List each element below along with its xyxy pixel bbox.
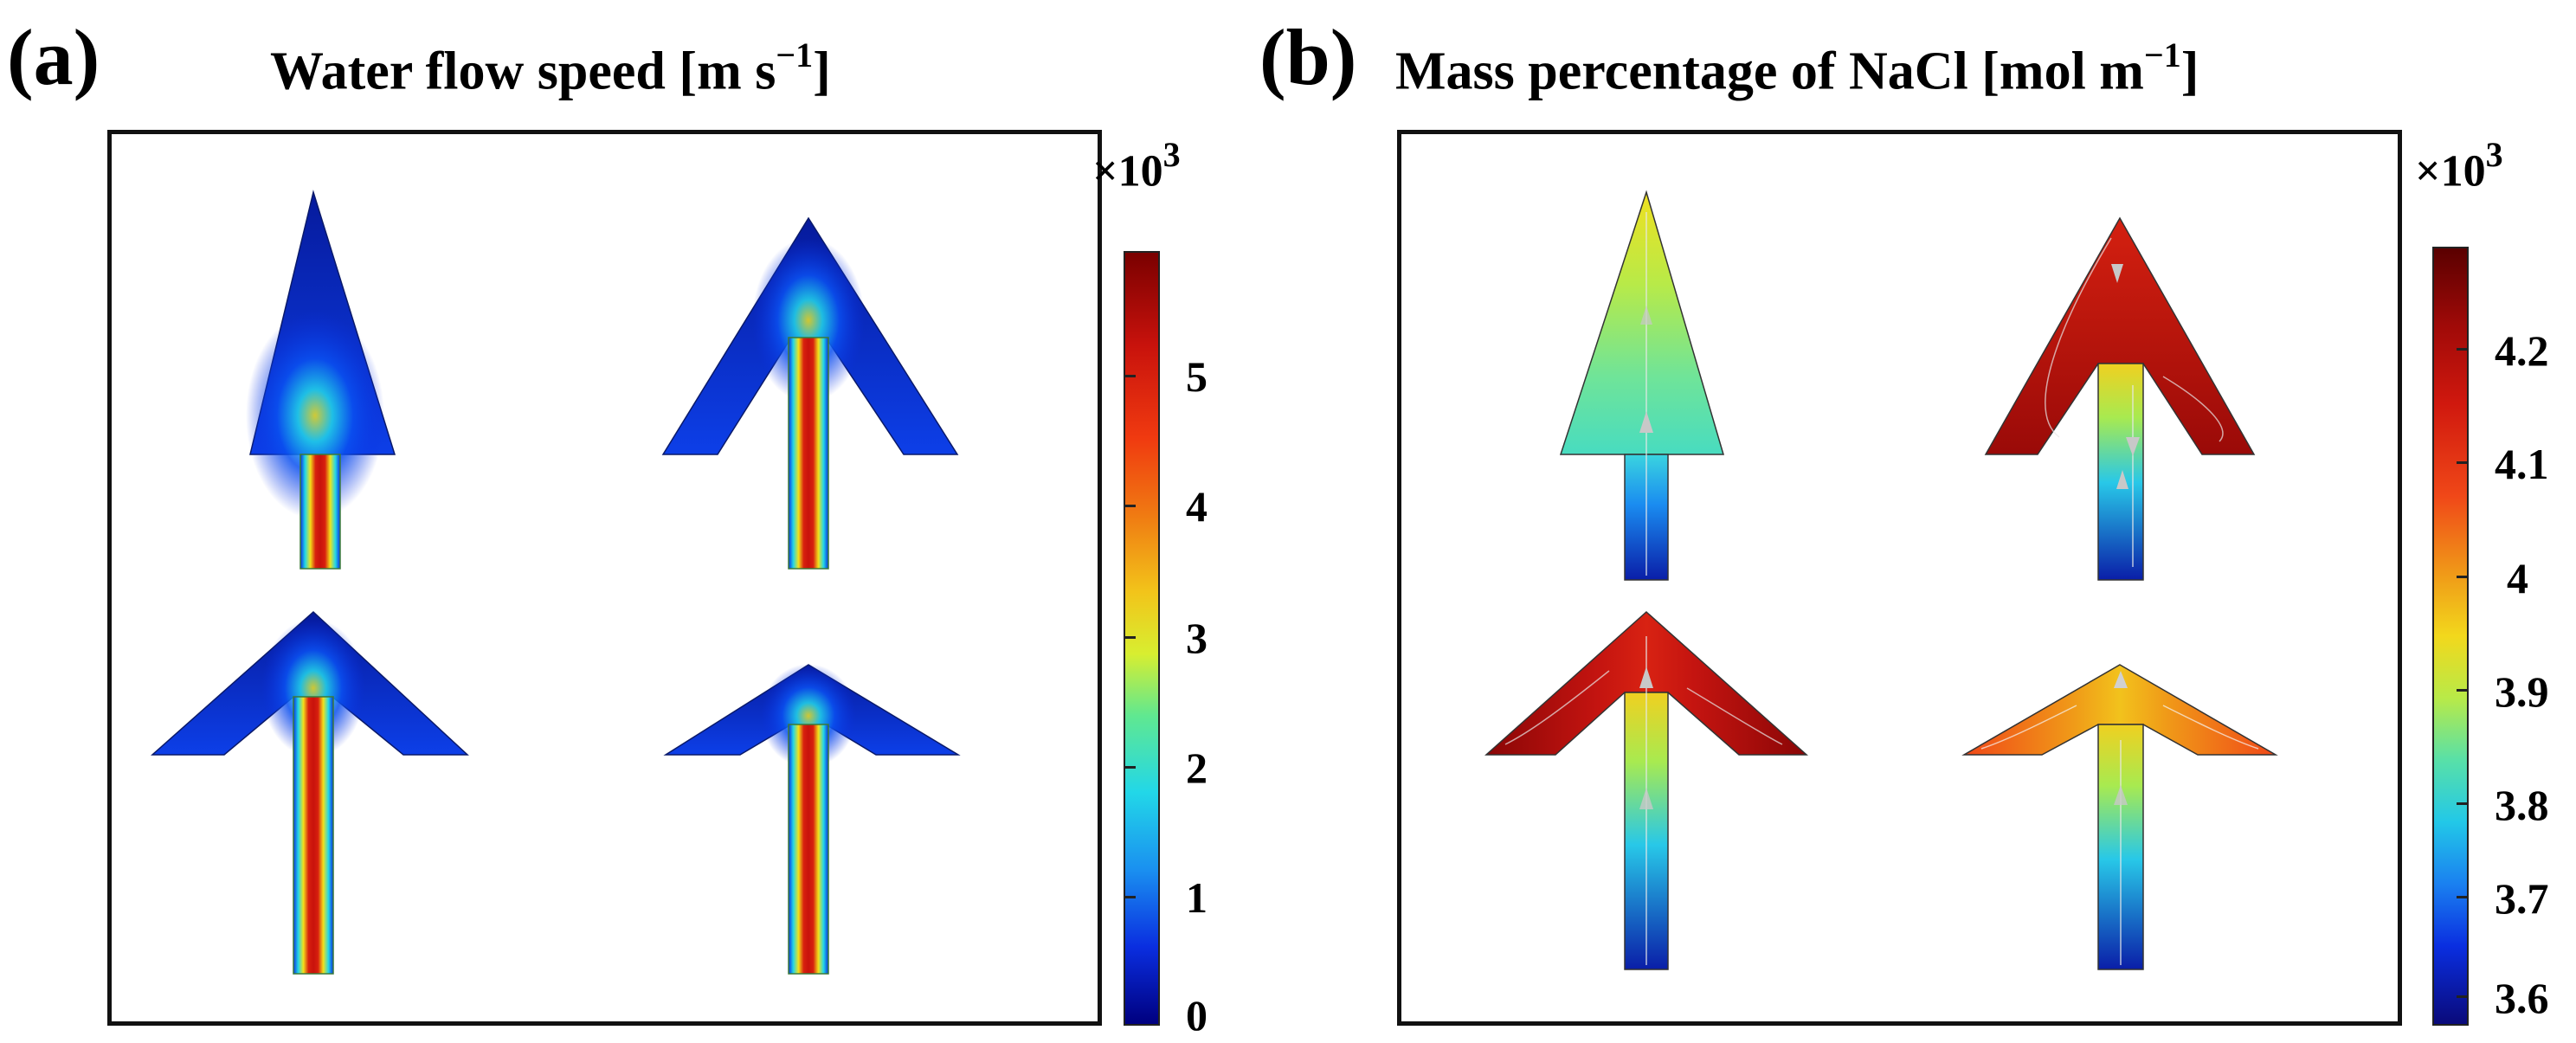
panel-a-title-text: Water flow speed [m s (270, 42, 776, 101)
panel-b-shape-4 (1961, 664, 2278, 970)
panel-a-shape-2 (661, 216, 959, 570)
panel-b-tick-4.2 (2457, 348, 2469, 351)
panel-b-title-text: Mass percentage of NaCl [mol m (1395, 42, 2144, 101)
panel-a-shape-3 (151, 610, 469, 975)
panel-b-tick-label-4: 4 (2507, 554, 2528, 602)
panel-b-concentration-simulation (1484, 190, 2278, 970)
panel-b-tick-label-3.6: 3.6 (2495, 974, 2549, 1022)
panel-b-title-exponent: −1 (2143, 35, 2181, 74)
panel-a-title-close: ] (813, 42, 831, 101)
panel-a-tick-2 (1124, 766, 1136, 769)
panel-b-tick-label-3.7: 3.7 (2495, 874, 2549, 923)
panel-b-multiplier-exp: 3 (2485, 135, 2503, 174)
panel-b-tick-3.9 (2457, 689, 2469, 692)
panel-b-tick-4.1 (2457, 461, 2469, 464)
panel-a-tick-3 (1124, 636, 1136, 639)
panel-a-tick-label-5: 5 (1186, 352, 1208, 401)
panel-b-tick-label-4.1: 4.1 (2495, 440, 2549, 488)
panel-a-letter: (a) (7, 13, 100, 101)
panel-a-flow-simulation (151, 190, 961, 975)
panel-b-tick-4 (2457, 576, 2469, 578)
panel-b-tick-label-3.8: 3.8 (2495, 781, 2549, 829)
panel-a-tick-label-0: 0 (1186, 991, 1208, 1040)
panel-b-plot-frame (1397, 130, 2402, 1026)
panel-a-tick-1 (1124, 896, 1136, 898)
panel-b-colorbar (2432, 247, 2469, 1026)
panel-b-shape-3 (1484, 610, 1808, 970)
panel-a-multiplier-exp: 3 (1162, 135, 1181, 174)
panel-a-tick-label-4: 4 (1186, 482, 1208, 531)
panel-a-plot-frame (107, 130, 1102, 1026)
panel-b-tick-label-3.9: 3.9 (2495, 667, 2549, 716)
panel-a-colorbar-multiplier: ×103 (1092, 138, 1181, 196)
panel-b-tick-label-4.2: 4.2 (2495, 326, 2549, 375)
panel-a-shape-1 (246, 190, 396, 570)
panel-b-tick-3.6 (2457, 995, 2469, 998)
panel-b-shape-1 (1559, 190, 1725, 581)
panel-b-letter: (b) (1259, 13, 1357, 101)
panel-a-shape-4 (663, 664, 961, 975)
panel-b-multiplier-base: ×10 (2415, 146, 2486, 196)
panel-b-tick-3.8 (2457, 802, 2469, 805)
panel-a-tick-label-2: 2 (1186, 744, 1208, 792)
panel-a-title-exponent: −1 (776, 35, 814, 74)
panel-a-tick-label-3: 3 (1186, 614, 1208, 662)
panel-b-title-close: ] (2180, 42, 2199, 101)
panel-a-tick-4 (1124, 505, 1136, 507)
panel-b-title: Mass percentage of NaCl [mol m−1] (1395, 38, 2199, 101)
panel-a-title: Water flow speed [m s−1] (270, 38, 831, 101)
panel-b-shape-2 (1984, 216, 2256, 581)
panel-b-tick-3.7 (2457, 896, 2469, 898)
panel-a-tick-label-1: 1 (1186, 873, 1208, 922)
panel-b-colorbar-multiplier: ×103 (2415, 138, 2503, 196)
panel-a-multiplier-base: ×10 (1092, 146, 1163, 196)
panel-a-tick-5 (1124, 375, 1136, 377)
